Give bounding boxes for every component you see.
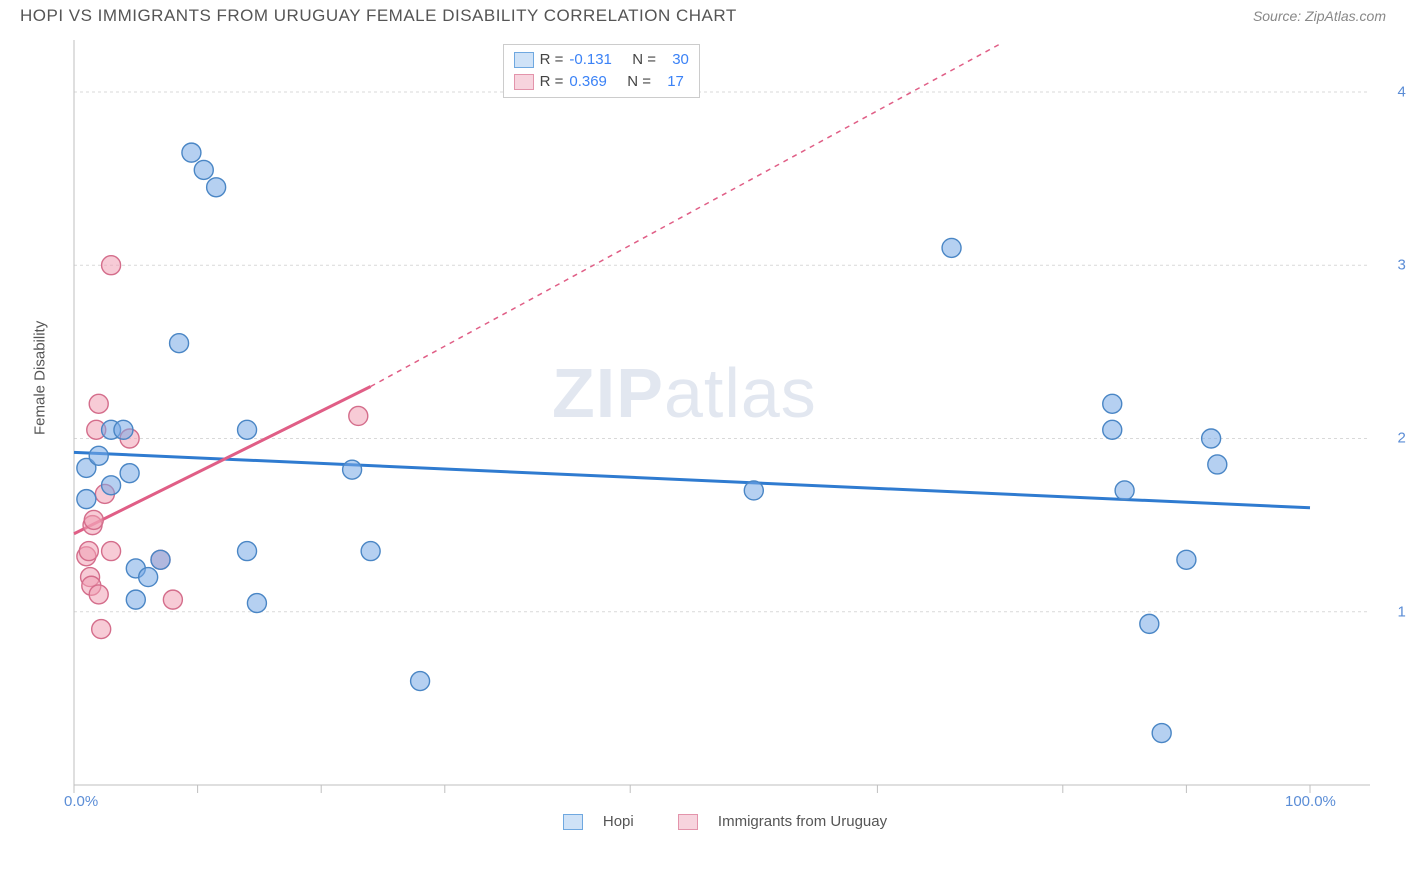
legend-swatch-hopi (563, 814, 583, 830)
y-tick-label: 40.0% (1397, 83, 1406, 100)
source-attribution: Source: ZipAtlas.com (1253, 8, 1386, 24)
chart-title: HOPI VS IMMIGRANTS FROM URUGUAY FEMALE D… (20, 6, 737, 26)
chart-container: Female Disability ZIPatlas R = -0.131 N … (50, 40, 1390, 830)
x-axis-min-label: 0.0% (64, 793, 98, 810)
series-legend: Hopi Immigrants from Uruguay (70, 813, 1380, 830)
y-tick-label: 10.0% (1397, 603, 1406, 620)
swatch-hopi (514, 52, 534, 68)
scatter-svg (70, 40, 1380, 830)
legend-label-hopi: Hopi (603, 813, 634, 830)
stats-row-uruguay: R = 0.369 N = 17 (514, 71, 689, 93)
stats-row-hopi: R = -0.131 N = 30 (514, 49, 689, 71)
y-tick-label: 20.0% (1397, 430, 1406, 447)
legend-label-uruguay: Immigrants from Uruguay (718, 813, 887, 830)
plot-area: ZIPatlas R = -0.131 N = 30 R = 0.369 N =… (70, 40, 1380, 830)
swatch-uruguay (514, 74, 534, 90)
legend-swatch-uruguay (678, 814, 698, 830)
stats-legend-box: R = -0.131 N = 30 R = 0.369 N = 17 (503, 44, 700, 98)
y-axis-label: Female Disability (32, 321, 49, 435)
x-axis-max-label: 100.0% (1285, 793, 1336, 810)
y-tick-label: 30.0% (1397, 257, 1406, 274)
